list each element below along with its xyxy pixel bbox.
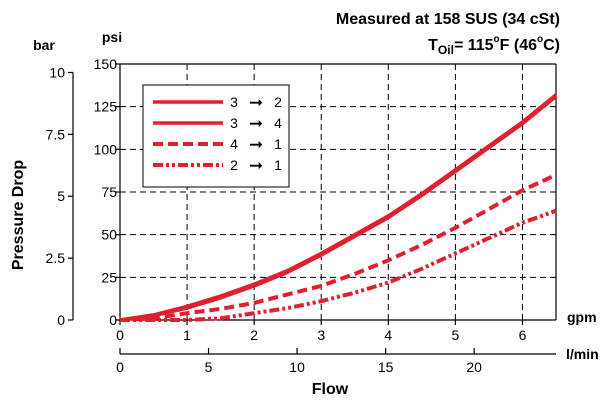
- grid-lines: [120, 64, 556, 320]
- y-tick-label: 100: [94, 141, 118, 157]
- chart-title-line2: TOil= 115oF (46oC): [428, 34, 560, 57]
- x-tick-label: 4: [384, 327, 392, 343]
- title-oil-subscript: Oil: [438, 43, 454, 57]
- legend-to: 4: [274, 115, 282, 131]
- legend-arrow-icon: ➞: [249, 156, 263, 175]
- series-line-2: [119, 95, 558, 322]
- bar-tick-label: 5: [57, 188, 65, 204]
- legend-to: 2: [274, 94, 282, 110]
- x-axis-title: Flow: [312, 381, 349, 398]
- legend-arrow-icon: ➞: [249, 93, 263, 112]
- x-tick-label: 6: [519, 327, 527, 343]
- y-tick-label: 0: [109, 312, 117, 328]
- lmin-tick-label: 20: [466, 359, 482, 375]
- bar-tick-label: 0: [57, 312, 65, 328]
- x-unit-lmin: l/min: [566, 346, 599, 362]
- legend-from: 4: [230, 136, 238, 152]
- series-line-4: [120, 208, 557, 322]
- y-tick-label: 75: [101, 184, 117, 200]
- y-tick-label: 125: [94, 99, 118, 115]
- legend-arrow-icon: ➞: [249, 114, 263, 133]
- legend-from: 3: [230, 94, 238, 110]
- series-line-3: [119, 173, 557, 322]
- title-degree-c: o: [537, 34, 543, 45]
- y-unit-bar: bar: [33, 37, 55, 53]
- lmin-tick-label: 5: [205, 359, 213, 375]
- legend-to: 1: [274, 136, 282, 152]
- series-lines: [119, 93, 558, 322]
- lmin-tick-label: 0: [116, 359, 124, 375]
- x-tick-label: 0: [116, 327, 124, 343]
- x-tick-label: 5: [451, 327, 459, 343]
- y-tick-label: 150: [94, 56, 118, 72]
- bar-tick-label: 7.5: [46, 126, 66, 142]
- y-unit-psi: psi: [102, 29, 122, 45]
- bar-tick-label: 2.5: [46, 250, 66, 266]
- legend-from: 3: [230, 115, 238, 131]
- x-tick-label: 2: [250, 327, 258, 343]
- x-tick-label: 1: [183, 327, 191, 343]
- x-unit-gpm: gpm: [567, 309, 597, 325]
- y-axis-title: Pressure Drop: [10, 160, 27, 270]
- y-tick-label: 25: [101, 269, 117, 285]
- legend: 3 ➞ 2 3 ➞ 4 4 ➞ 1 2 ➞ 1: [153, 93, 282, 175]
- legend-to: 1: [274, 157, 282, 173]
- lmin-tick-label: 10: [289, 359, 305, 375]
- x-tick-label: 3: [317, 327, 325, 343]
- title-c-close: C): [543, 37, 560, 54]
- bar-tick-label: 10: [49, 64, 65, 80]
- title-f-open: F (46: [500, 37, 537, 54]
- chart-title-line1: Measured at 158 SUS (34 cSt): [336, 11, 560, 28]
- legend-from: 2: [230, 157, 238, 173]
- y-tick-label: 50: [101, 227, 117, 243]
- title-degree-f: o: [494, 34, 500, 45]
- title-temp: = 115: [454, 37, 494, 54]
- legend-arrow-icon: ➞: [249, 135, 263, 154]
- title-t: T: [428, 37, 438, 54]
- lmin-tick-label: 15: [378, 359, 394, 375]
